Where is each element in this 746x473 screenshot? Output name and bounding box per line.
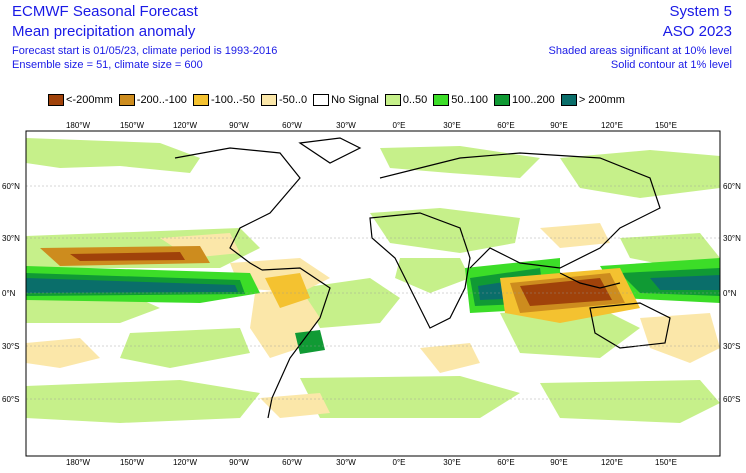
lon-tick-label: 120°W (173, 121, 198, 130)
lon-tick-label: 120°W (173, 458, 198, 467)
legend-item: -200..-100 (118, 92, 187, 108)
legend-label: -100..-50 (210, 94, 255, 106)
legend-swatch (192, 94, 209, 106)
lon-ticks-top: 180°W 150°W 120°W 90°W 60°W 30°W 0°E 30°… (66, 121, 677, 130)
lon-tick-label: 60°E (497, 121, 514, 130)
lon-tick-label: 30°E (443, 458, 460, 467)
lat-ticks-left: 60°N 30°N 0°N 30°S 60°S (2, 182, 20, 404)
legend-item: 0..50 (384, 92, 428, 108)
lon-tick-label: 30°W (336, 121, 356, 130)
lon-tick-label: 60°W (282, 458, 302, 467)
legend-label: -200..-100 (136, 94, 187, 106)
lat-tick-label: 0°N (723, 289, 737, 298)
lon-tick-label: 0°E (393, 121, 406, 130)
system-label: System 5 (669, 3, 732, 20)
legend: <-200mm -200..-100 -100..-50 -50..0 No S… (48, 92, 631, 108)
lon-tick-label: 0°E (393, 458, 406, 467)
lon-tick-label: 150°W (120, 458, 145, 467)
legend-item: 100..200 (493, 92, 555, 108)
significance-note: Shaded areas significant at 10% level (548, 45, 732, 57)
lon-tick-label: 120°E (601, 458, 623, 467)
legend-swatch (493, 94, 510, 106)
lat-tick-label: 60°S (2, 395, 19, 404)
legend-swatch (433, 94, 450, 106)
lon-tick-label: 90°E (550, 458, 567, 467)
lat-tick-label: 60°S (723, 395, 740, 404)
pacific-dry-band (40, 246, 210, 266)
lat-tick-label: 30°N (2, 234, 20, 243)
lat-tick-label: 60°N (723, 182, 741, 191)
legend-label: 100..200 (511, 94, 555, 106)
map-area: 180°W 150°W 120°W 90°W 60°W 30°W 0°E 30°… (0, 118, 746, 468)
lat-tick-label: 30°N (723, 234, 741, 243)
legend-label: -50..0 (278, 94, 308, 106)
legend-swatch (560, 94, 577, 106)
lon-tick-label: 150°E (655, 121, 677, 130)
lat-ticks-right: 60°N 30°N 0°N 30°S 60°S (723, 182, 741, 404)
contour-note: Solid contour at 1% level (610, 59, 732, 71)
lon-tick-label: 60°E (497, 458, 514, 467)
ensemble-size-text: Ensemble size = 51, climate size = 600 (12, 59, 203, 71)
lon-tick-label: 150°W (120, 121, 145, 130)
lat-tick-label: 30°S (2, 342, 19, 351)
legend-swatch (313, 94, 330, 106)
legend-label: > 200mm (578, 94, 625, 106)
legend-swatch (48, 94, 64, 106)
legend-swatch (118, 94, 135, 106)
coastlines (174, 137, 671, 419)
map-frame (25, 130, 721, 457)
lon-ticks-bottom: 180°W 150°W 120°W 90°W 60°W 30°W 0°E 30°… (66, 458, 677, 467)
lon-tick-label: 120°E (601, 121, 623, 130)
season-label: ASO 2023 (662, 23, 732, 40)
lat-tick-label: 0°N (2, 289, 16, 298)
lon-tick-label: 90°E (550, 121, 567, 130)
lon-tick-label: 90°W (229, 121, 249, 130)
lon-tick-label: 180°W (66, 458, 91, 467)
legend-item: -100..-50 (192, 92, 255, 108)
legend-label: 50..100 (451, 94, 488, 106)
lon-tick-label: 30°E (443, 121, 460, 130)
lat-tick-label: 60°N (2, 182, 20, 191)
lon-tick-label: 180°W (66, 121, 91, 130)
forecast-start-text: Forecast start is 01/05/23, climate peri… (12, 45, 278, 57)
legend-label: 0..50 (402, 94, 428, 106)
legend-label: <-200mm (66, 94, 113, 106)
map-subtitle: Mean precipitation anomaly (12, 23, 196, 40)
legend-item: -50..0 (260, 92, 308, 108)
legend-item: 50..100 (433, 92, 488, 108)
legend-swatch (260, 94, 277, 106)
map-title: ECMWF Seasonal Forecast (12, 3, 198, 20)
legend-swatch (384, 94, 401, 106)
lon-tick-label: 30°W (336, 458, 356, 467)
lat-tick-label: 30°S (723, 342, 740, 351)
legend-item: <-200mm (48, 92, 113, 108)
lon-tick-label: 90°W (229, 458, 249, 467)
legend-label: No Signal (331, 94, 379, 106)
legend-item: > 200mm (560, 92, 625, 108)
south-america-dry (265, 273, 325, 354)
precipitation-map: 180°W 150°W 120°W 90°W 60°W 30°W 0°E 30°… (2, 121, 741, 467)
lon-tick-label: 150°E (655, 458, 677, 467)
lon-tick-label: 60°W (282, 121, 302, 130)
legend-item: No Signal (313, 92, 379, 108)
